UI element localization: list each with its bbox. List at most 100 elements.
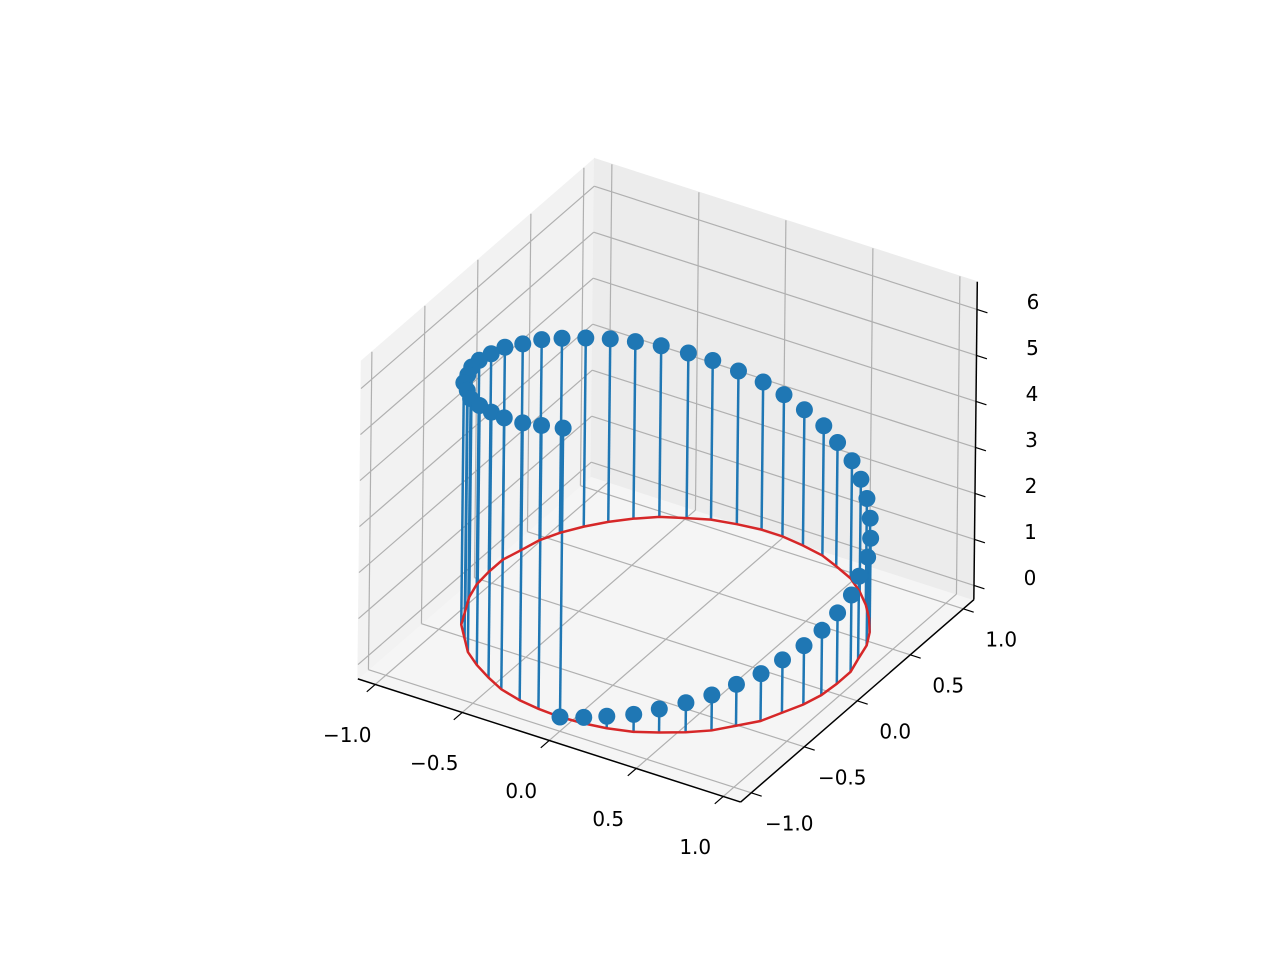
grid-line [593, 277, 977, 402]
stem [801, 409, 806, 546]
y-tick-label: −1.0 [765, 811, 814, 835]
stem-marker [514, 414, 532, 432]
stem-marker [679, 344, 697, 362]
grid-line [359, 323, 594, 528]
stem [518, 422, 524, 701]
y-axis-line [740, 599, 975, 803]
x-tick-mark [714, 796, 724, 805]
stem-marker [815, 417, 833, 435]
stem-marker [598, 707, 616, 725]
grid-line [360, 231, 595, 436]
z-tick-mark [973, 584, 985, 590]
stem [821, 425, 826, 556]
stem [463, 390, 469, 639]
grid-line [368, 669, 752, 794]
stem-marker [703, 686, 721, 704]
stem [558, 428, 565, 718]
grid-line [580, 485, 964, 610]
stem-marker [577, 329, 595, 347]
x-tick-mark [540, 740, 550, 749]
stem [834, 442, 839, 567]
y-tick-mark [963, 608, 974, 613]
x-tick-label: 0.0 [505, 779, 537, 803]
grid-line [473, 259, 479, 578]
y-tick-label: 0.0 [879, 719, 911, 743]
z-tick-mark [976, 308, 988, 314]
stem [780, 659, 784, 713]
stem-marker [554, 419, 572, 437]
stem-marker [553, 329, 571, 347]
stem-marker [829, 434, 847, 452]
stem [735, 371, 740, 525]
z-axis-line [973, 281, 979, 600]
z-tick-label: 6 [1027, 290, 1040, 314]
grid-line [421, 623, 805, 748]
grid-line [359, 277, 594, 482]
stem-marker [551, 708, 569, 726]
x-tick-mark [627, 768, 637, 777]
z-tick-label: 1 [1024, 520, 1037, 544]
stem-marker [575, 708, 593, 726]
grid-line [579, 167, 585, 486]
z-tick-mark [975, 400, 987, 406]
stem-marker [677, 694, 695, 712]
stem-marker [754, 373, 772, 391]
z-tick-label: 3 [1025, 428, 1038, 452]
stem-marker [829, 604, 847, 622]
stem [475, 405, 481, 666]
stem-marker [652, 337, 670, 355]
x-tick-label: −1.0 [323, 723, 372, 747]
stem-marker [514, 335, 532, 353]
stem-marker [495, 409, 513, 427]
stem-marker [704, 352, 722, 370]
y-tick-label: 1.0 [985, 627, 1017, 651]
stem [849, 594, 853, 672]
stem [865, 557, 869, 646]
stem [685, 352, 690, 519]
stem-marker [862, 529, 880, 547]
stem [466, 398, 472, 653]
grid-line [955, 276, 961, 595]
z-tick-mark [974, 492, 986, 498]
stem-marker [859, 548, 877, 566]
stem [582, 338, 588, 527]
stem-marker [852, 470, 870, 488]
stem [487, 412, 493, 678]
stem [459, 382, 466, 625]
grid-line [357, 461, 592, 666]
stem [760, 381, 765, 530]
x-tick-mark [366, 684, 376, 693]
stem [500, 417, 506, 690]
grid-line [420, 305, 426, 624]
stem-marker [727, 675, 745, 693]
y-tick-mark [857, 700, 868, 705]
y-tick-label: −0.5 [818, 765, 867, 789]
stem-marker [774, 651, 792, 669]
baseline [459, 515, 871, 734]
z-tick-label: 0 [1024, 566, 1037, 590]
stem-marker [842, 586, 860, 604]
stem-marker [795, 637, 813, 655]
grid-line [367, 351, 373, 670]
stem [709, 360, 714, 520]
stem [658, 345, 663, 517]
grid-line [527, 531, 911, 656]
stem [820, 630, 824, 696]
stem-marker [729, 362, 747, 380]
stem-marker [482, 403, 500, 421]
x-tick-label: 0.5 [592, 807, 624, 831]
z-tick-label: 5 [1026, 336, 1039, 360]
z-tick-label: 4 [1026, 382, 1039, 406]
stem [849, 460, 854, 579]
stem-marker [813, 621, 831, 639]
z-tick-label: 2 [1025, 474, 1038, 498]
y-tick-mark [751, 792, 762, 797]
y-tick-mark [804, 746, 815, 751]
z-tick-mark [976, 354, 988, 360]
stem-marker [601, 330, 619, 348]
grid-line [474, 577, 858, 702]
x-tick-label: −0.5 [410, 751, 459, 775]
stem-marker [850, 567, 868, 585]
